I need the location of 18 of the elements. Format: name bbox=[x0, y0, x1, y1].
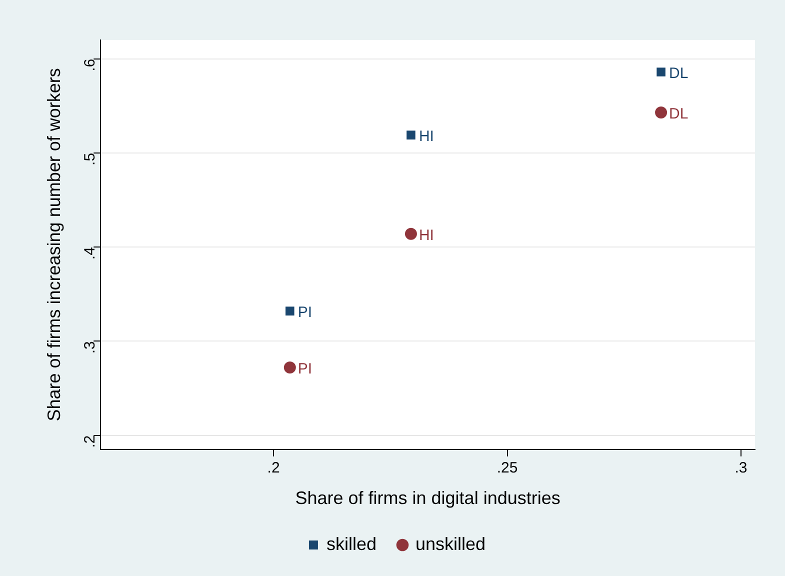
annotation: PI bbox=[298, 360, 312, 378]
y-tick-label: .4 bbox=[82, 247, 99, 260]
annotation: DL bbox=[669, 65, 688, 82]
y-tick-label: .3 bbox=[82, 341, 99, 354]
annotation: PI bbox=[298, 304, 312, 322]
x-tick-label: .2 bbox=[267, 460, 280, 477]
x-axis-title: Share of firms in digital industries bbox=[295, 488, 560, 508]
annotation: HI bbox=[418, 128, 434, 146]
legend-label: skilled bbox=[326, 534, 376, 554]
legend-label: unskilled bbox=[415, 534, 486, 554]
y-tick-label: .2 bbox=[82, 435, 99, 448]
x-tick-label: .3 bbox=[734, 460, 748, 477]
x-tick-label: .25 bbox=[496, 460, 518, 477]
annotation: HI bbox=[418, 227, 434, 244]
annotation: DL bbox=[669, 106, 688, 123]
y-axis-title: Share of firms increasing number of workers bbox=[44, 68, 64, 422]
y-tick-label: .5 bbox=[82, 152, 99, 166]
y-tick-label: .6 bbox=[82, 58, 99, 72]
